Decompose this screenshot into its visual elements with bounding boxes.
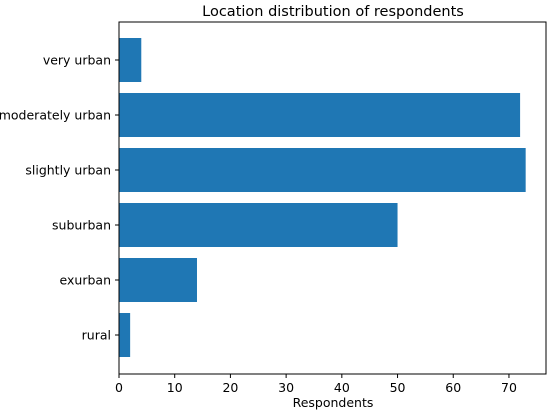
bar-moderately-urban: [119, 93, 521, 137]
x-tick-label: 30: [278, 380, 294, 395]
y-axis-ticks: very urban moderately urban slightly urban…: [0, 53, 119, 343]
x-axis-ticks: 0 10 20 30 40 50 60 70: [115, 374, 517, 395]
x-tick-label: 20: [222, 380, 238, 395]
bar-exurban: [119, 258, 197, 302]
bar-very-urban: [119, 38, 142, 82]
y-tick-label: rural: [82, 328, 111, 343]
x-tick-label: 60: [445, 380, 461, 395]
x-tick-label: 0: [115, 380, 123, 395]
y-tick-label: very urban: [43, 53, 111, 68]
bar-slightly-urban: [119, 148, 526, 192]
y-tick-label: suburban: [52, 218, 111, 233]
chart-title: Location distribution of respondents: [202, 4, 464, 20]
x-tick-label: 10: [167, 380, 183, 395]
x-axis-label: Respondents: [293, 395, 374, 410]
plot-frame: [118, 21, 547, 375]
x-tick-label: 40: [334, 380, 350, 395]
y-tick-label: slightly urban: [25, 163, 111, 178]
bars-group: [119, 38, 526, 357]
y-tick-label: moderately urban: [0, 108, 111, 123]
y-tick-label: exurban: [60, 273, 111, 288]
bar-suburban: [119, 203, 398, 247]
x-tick-label: 70: [501, 380, 517, 395]
bar-rural: [119, 313, 131, 357]
x-tick-label: 50: [390, 380, 406, 395]
